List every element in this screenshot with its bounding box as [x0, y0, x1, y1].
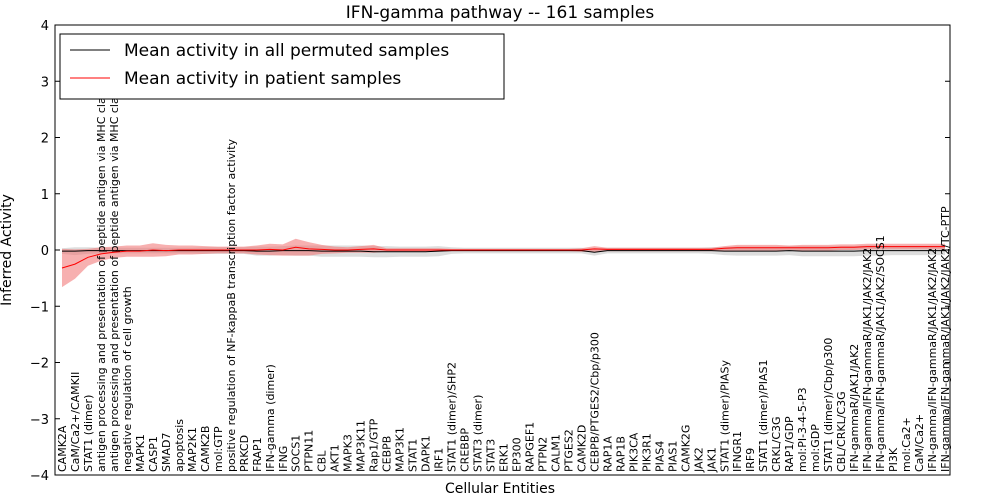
chart-title: IFN-gamma pathway -- 161 samples [346, 3, 655, 23]
x-tick-label: CBL [316, 450, 329, 472]
x-tick-label: FRAP1 [251, 437, 264, 472]
x-tick-label: STAT1 (dimer)/SHP2 [446, 362, 459, 472]
y-axis-label: Inferred Activity [0, 194, 15, 306]
x-axis-label: Cellular Entities [445, 481, 555, 497]
x-tick-label: RAP1A [601, 436, 614, 472]
x-tick-label: CASP1 [147, 436, 160, 472]
x-tick-label: ERK1 [498, 443, 511, 472]
legend-box [59, 33, 505, 100]
x-tick-label: negative regulation of cell growth [121, 286, 134, 472]
y-tick-label: −4 [30, 469, 49, 484]
x-tick-label: RAPGEF1 [524, 422, 537, 472]
x-tick-label: MAPK1 [134, 434, 147, 472]
x-tick-label: CAMK2A [56, 425, 69, 472]
x-tick-label: IFN-gamma/IFN-gammaR/JAK1/JAK2/JAK2 [926, 248, 939, 472]
y-tick-label: 3 [41, 75, 49, 90]
x-tick-label: DAPK1 [420, 435, 433, 472]
x-tick-label: MAP3K1 [394, 427, 407, 472]
x-axis-category-labels: CAMK2A CaM/Ca2+/CAMKII STAT1 (dimer) antige… [56, 76, 952, 473]
x-tick-label: antigen processing and presentation of p… [108, 76, 121, 472]
x-tick-label: IFN-gamma (dimer) [264, 364, 277, 472]
x-tick-label: MAPK3 [342, 434, 355, 472]
x-tick-label: IRF9 [744, 448, 757, 472]
legend: Mean activity in all permuted samples Me… [59, 33, 505, 100]
x-tick-label: apoptosis [173, 419, 186, 472]
x-tick-label: IFN-gamma/IFN-gammaR/JAK1/JAK2/SOCS1 [874, 235, 887, 472]
x-tick-label: mol:GTP [212, 426, 225, 472]
x-tick-label: IRF1 [433, 448, 446, 472]
x-tick-label: JAK2 [692, 447, 705, 473]
x-tick-label: IFNGR1 [731, 431, 744, 472]
x-tick-label: RAP1/GDP [783, 416, 796, 472]
x-tick-label: CEBPB/PTGES2/Cbp/p300 [588, 332, 601, 472]
x-tick-label: CEBPB [381, 436, 394, 472]
legend-label-patient: Mean activity in patient samples [124, 69, 401, 89]
x-tick-label: IFN-gamma/IFN-gammaR/JAK1/JAK2/JAK2/TC-P… [939, 206, 952, 472]
x-tick-label: CAMK2D [575, 425, 588, 472]
x-tick-label: PI3K [887, 447, 900, 472]
x-tick-label: STAT1 (dimer)/PIASy [718, 360, 731, 472]
x-tick-label: PIK3CA [627, 432, 640, 472]
x-tick-label: PTPN11 [303, 430, 316, 472]
y-tick-label: −1 [30, 300, 49, 315]
y-tick-label: 0 [41, 244, 49, 259]
y-tick-label: 1 [41, 188, 49, 203]
x-tick-label: antigen processing and presentation of p… [95, 79, 108, 472]
x-tick-label: IFN-gamma/IFN-gammaR/JAK1/JAK2/JAK2 [861, 248, 874, 472]
x-tick-label: RAP1B [614, 436, 627, 472]
x-tick-label: PTGES2 [562, 429, 575, 472]
x-tick-label: STAT1 (dimer)/Cbp/p300 [822, 338, 835, 472]
x-tick-label: mol:GDP [809, 424, 822, 472]
x-tick-label: EP300 [511, 437, 524, 472]
x-tick-label: IFNG [277, 446, 290, 472]
patient-mean-line [61, 246, 945, 269]
x-tick-label: MAP2K1 [186, 427, 199, 472]
x-tick-label: STAT3 [485, 439, 498, 472]
plot-frame [54, 24, 951, 476]
x-tick-label: SOCS1 [290, 435, 303, 472]
x-tick-label: mol:PI-3-4-5-P3 [796, 387, 809, 472]
y-tick-label: −3 [30, 413, 49, 428]
x-tick-label: STAT3 (dimer) [472, 395, 485, 472]
x-tick-label: CRKL/C3G [770, 416, 783, 472]
x-tick-label: STAT1 (dimer)/PIAS1 [757, 360, 770, 472]
x-tick-label: positive regulation of NF-kappaB transcr… [225, 138, 238, 472]
x-tick-label: JAK1 [705, 447, 718, 473]
x-tick-label: CREBBP [459, 428, 472, 472]
y-tick-label: −2 [30, 357, 49, 372]
x-tick-label: Rap1/GTP [368, 418, 381, 472]
y-tick-label: 2 [41, 132, 49, 147]
x-tick-label: PIAS4 [653, 441, 666, 472]
y-tick-label: 4 [41, 19, 49, 34]
x-tick-label: PRKCD [238, 435, 251, 472]
x-tick-label: AKT1 [329, 444, 342, 472]
legend-label-permuted: Mean activity in all permuted samples [124, 41, 449, 61]
permuted-mean-line [62, 250, 945, 253]
x-tick-label: CAMK2G [679, 425, 692, 472]
x-tick-label: SMAD7 [160, 433, 173, 472]
x-tick-label: STAT1 [407, 439, 420, 472]
x-tick-label: PIAS1 [666, 441, 679, 472]
x-tick-label: MAP3K11 [355, 420, 368, 472]
x-tick-label: CBL/CRKL/C3G [835, 391, 848, 472]
x-tick-label: mol:Ca2+ [900, 417, 913, 472]
x-tick-label: CAMK2B [199, 426, 212, 472]
x-tick-label: STAT1 (dimer) [82, 395, 95, 472]
x-tick-label: PIK3R1 [640, 433, 653, 472]
x-tick-label: CaM/Ca2+/CAMKII [69, 372, 82, 472]
x-tick-label: PTPN2 [537, 437, 550, 472]
x-tick-label: IFN-gammaR/JAK1/JAK2 [848, 344, 861, 472]
y-axis: −4 −3 −2 −1 0 1 2 3 4 [30, 19, 950, 484]
x-tick-label: CaM/Ca2+ [913, 414, 926, 472]
series-lines [61, 246, 945, 269]
x-tick-label: CALM1 [549, 434, 562, 472]
